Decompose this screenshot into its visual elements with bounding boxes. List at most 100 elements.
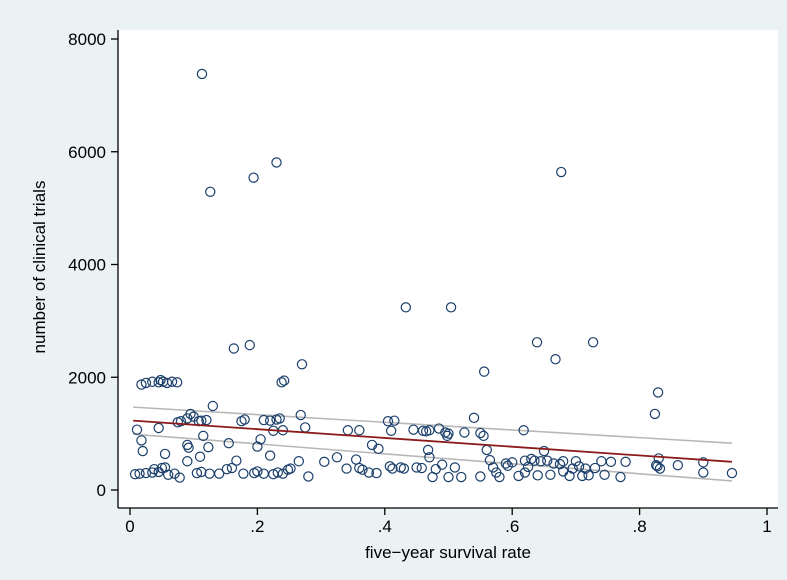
data-point bbox=[174, 472, 185, 483]
data-points bbox=[129, 68, 738, 483]
data-point bbox=[155, 374, 166, 386]
data-point bbox=[587, 337, 599, 348]
data-point bbox=[205, 186, 216, 197]
data-point bbox=[272, 467, 283, 478]
data-point bbox=[296, 359, 308, 370]
data-point bbox=[583, 470, 594, 481]
data-point bbox=[443, 428, 454, 439]
data-point bbox=[443, 471, 454, 483]
data-point bbox=[424, 425, 435, 436]
data-point bbox=[185, 408, 196, 420]
data-point bbox=[411, 462, 422, 473]
data-point bbox=[424, 452, 435, 463]
data-point bbox=[278, 375, 290, 386]
data-point bbox=[223, 438, 234, 449]
data-point bbox=[213, 468, 225, 479]
data-point bbox=[556, 166, 567, 178]
data-point bbox=[159, 462, 171, 473]
data-point bbox=[507, 457, 518, 468]
data-point bbox=[264, 450, 276, 461]
y-tick-label: 4000 bbox=[68, 256, 106, 275]
y-tick-label: 6000 bbox=[68, 143, 106, 162]
data-point bbox=[550, 354, 561, 365]
data-point bbox=[166, 376, 178, 387]
data-point bbox=[567, 463, 578, 474]
data-point bbox=[698, 457, 709, 468]
data-point bbox=[252, 466, 263, 477]
data-point bbox=[382, 416, 394, 427]
data-point bbox=[398, 463, 410, 474]
data-point bbox=[252, 441, 263, 452]
axes: 0 2000 4000 6000 8000 0 .2 .4 .6 .8 1 bbox=[68, 30, 778, 536]
data-point bbox=[136, 379, 147, 390]
data-point bbox=[535, 456, 547, 467]
data-point bbox=[459, 427, 470, 438]
data-point bbox=[191, 467, 203, 479]
data-point bbox=[175, 416, 187, 427]
data-point bbox=[244, 339, 255, 351]
data-point bbox=[449, 462, 461, 473]
x-tick-label: .8 bbox=[633, 517, 647, 536]
data-point bbox=[518, 425, 529, 436]
data-point bbox=[264, 415, 276, 426]
data-point bbox=[650, 459, 662, 471]
fit-line-group bbox=[133, 419, 733, 463]
data-point bbox=[487, 462, 499, 473]
y-tick-label: 2000 bbox=[68, 368, 106, 387]
data-point bbox=[652, 387, 664, 398]
fit-line bbox=[133, 419, 733, 463]
data-point bbox=[129, 469, 141, 480]
data-point bbox=[248, 172, 259, 183]
x-tick-label: .6 bbox=[505, 517, 519, 536]
data-point bbox=[475, 471, 486, 482]
x-tick-label: .4 bbox=[378, 517, 392, 536]
data-point bbox=[198, 430, 209, 442]
data-point bbox=[557, 466, 569, 477]
data-point bbox=[387, 463, 398, 474]
data-point bbox=[384, 461, 396, 472]
data-point bbox=[147, 376, 158, 387]
data-point bbox=[427, 471, 438, 483]
data-point bbox=[557, 456, 569, 467]
data-point bbox=[341, 463, 352, 474]
data-point bbox=[531, 337, 543, 348]
y-tick-label: 8000 bbox=[68, 30, 106, 49]
data-point bbox=[221, 463, 233, 475]
data-point bbox=[239, 414, 250, 425]
data-point bbox=[136, 435, 147, 446]
data-point bbox=[615, 471, 626, 483]
ci-upper-line bbox=[133, 406, 733, 445]
data-point bbox=[226, 462, 238, 474]
data-point bbox=[255, 434, 266, 445]
data-point bbox=[354, 425, 365, 436]
data-point bbox=[137, 445, 148, 457]
x-tick-label: 1 bbox=[762, 517, 771, 536]
data-point bbox=[478, 430, 489, 442]
data-point bbox=[652, 461, 663, 472]
data-point bbox=[194, 451, 206, 462]
data-point bbox=[231, 455, 242, 466]
data-point bbox=[649, 408, 661, 420]
data-point bbox=[274, 413, 285, 424]
data-point bbox=[207, 400, 219, 412]
data-point bbox=[357, 464, 368, 475]
data-point bbox=[433, 423, 445, 434]
data-point bbox=[577, 470, 588, 482]
data-point bbox=[436, 459, 448, 470]
data-point bbox=[654, 463, 666, 474]
data-point bbox=[271, 157, 282, 168]
data-point bbox=[570, 456, 582, 467]
data-point bbox=[363, 467, 375, 478]
data-point bbox=[319, 456, 330, 468]
data-point bbox=[389, 415, 400, 426]
data-point bbox=[196, 466, 207, 478]
data-point bbox=[293, 456, 305, 467]
data-point bbox=[416, 462, 427, 474]
data-point bbox=[238, 468, 249, 479]
data-point bbox=[589, 462, 601, 474]
data-point bbox=[548, 458, 559, 469]
data-point bbox=[596, 456, 607, 467]
data-point bbox=[203, 441, 214, 453]
x-axis-title: five−year survival rate bbox=[365, 543, 531, 562]
x-tick-label: .2 bbox=[250, 517, 264, 536]
